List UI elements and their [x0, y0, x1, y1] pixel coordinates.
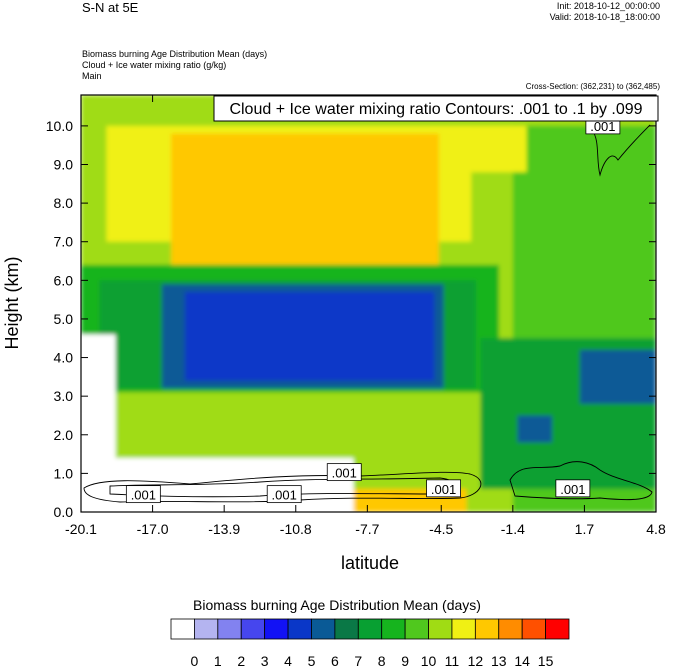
- x-tick-label: -7.7: [355, 521, 379, 537]
- colorbar-swatch: [334, 618, 359, 640]
- contour-label-text: .001: [272, 488, 297, 503]
- colorbar-swatch: [311, 618, 336, 640]
- colorbar-label: 6: [331, 653, 339, 668]
- colorbar-label: 7: [354, 653, 362, 668]
- heatmap-region-10: [579, 349, 656, 404]
- x-tick-label: -20.1: [65, 521, 97, 537]
- colorbar-swatch: [170, 618, 195, 640]
- colorbar-label: 11: [445, 653, 460, 668]
- contour-line-3: [591, 124, 651, 177]
- contour-label-text: .001: [332, 466, 357, 481]
- contour-label: .001: [125, 485, 161, 504]
- y-tick-label: 7.0: [54, 234, 74, 250]
- colorbar: 0 1 2 3 4 5 6 7 8 9 10 11 12 13 14 15: [170, 618, 570, 668]
- colorbar-label: 10: [421, 653, 437, 668]
- heatmap-region-12: [81, 457, 354, 512]
- x-axis-label: latitude: [341, 553, 399, 573]
- y-tick-label: 10.0: [46, 118, 73, 134]
- contour-line-2: [509, 461, 653, 501]
- y-tick-label: 9.0: [54, 157, 74, 173]
- colorbar-label: 0: [191, 653, 199, 668]
- colorbar-swatch: [474, 618, 500, 640]
- colorbar-swatch: [451, 618, 476, 640]
- x-tick-label: 1.7: [575, 521, 595, 537]
- y-tick-label: 0.0: [54, 504, 74, 520]
- contour-label-text: .001: [431, 482, 456, 497]
- heatmap-region-3: [429, 125, 527, 173]
- x-tick-label: 4.8: [646, 521, 666, 537]
- contour-label: .001: [426, 479, 461, 498]
- contour-label-text: .001: [560, 482, 585, 497]
- y-tick-label: 8.0: [54, 195, 74, 211]
- colorbar-label: 13: [491, 653, 507, 668]
- field-description-1: Biomass burning Age Distribution Mean (d…: [82, 49, 268, 59]
- colorbar-swatch: [381, 618, 406, 640]
- contour-label-box: [326, 463, 362, 482]
- colorbar-swatch: [240, 618, 266, 640]
- colorbar-swatch: [357, 618, 383, 640]
- colorbar-label: 5: [308, 653, 316, 668]
- colorbar-swatch: [264, 618, 289, 640]
- y-tick-label: 4.0: [54, 350, 74, 366]
- contour-label-text: .001: [131, 488, 156, 503]
- y-tick-label: 6.0: [54, 272, 74, 288]
- x-tick-label: -13.9: [208, 521, 240, 537]
- colorbar-label: 14: [514, 653, 530, 668]
- heatmap-region-13: [81, 334, 116, 512]
- colorbar-label: 8: [378, 653, 386, 668]
- x-tick-label: -10.8: [280, 521, 312, 537]
- colorbar-swatch: [498, 618, 523, 640]
- heatmap-regions: [81, 95, 656, 512]
- heatmap-field: [81, 95, 656, 512]
- contour-label-box: [555, 479, 591, 498]
- colorbar-swatch: [404, 618, 429, 640]
- colorbar-swatch: [521, 618, 546, 640]
- cross-section-label: Cross-Section: (362,231) to (362,485): [525, 82, 660, 91]
- field-description-2: Cloud + Ice water mixing ratio (g/kg): [82, 60, 227, 70]
- y-tick-label: 1.0: [54, 465, 74, 481]
- contour-label-text: .001: [590, 119, 615, 134]
- contour-lines: [83, 124, 653, 503]
- x-tick-label: -4.5: [429, 521, 453, 537]
- contour-info-box: [213, 95, 659, 122]
- domain-label: Main: [82, 71, 102, 81]
- colorbar-label: 4: [284, 653, 292, 668]
- contour-line-0: [83, 471, 482, 503]
- colorbar-swatch: [194, 618, 219, 640]
- colorbar-label: 12: [468, 653, 484, 668]
- colorbar-swatch: [428, 618, 453, 640]
- x-tick-label: -17.0: [137, 521, 169, 537]
- plot-frame: [80, 94, 657, 513]
- colorbar-label: 2: [237, 653, 245, 668]
- contour-label: .001: [266, 485, 302, 504]
- colorbar-swatch: [217, 618, 242, 640]
- contour-label: .001: [555, 479, 591, 498]
- heatmap-region-11: [517, 415, 553, 443]
- y-tick-label: 3.0: [54, 388, 74, 404]
- colorbar-label: 9: [401, 653, 409, 668]
- x-tick-label: -1.4: [501, 521, 525, 537]
- y-axis-label: Height (km): [2, 256, 22, 349]
- colorbar-label: 3: [261, 653, 269, 668]
- contour-label-box: [426, 479, 461, 498]
- colorbar-title: Biomass burning Age Distribution Mean (d…: [193, 597, 481, 613]
- plot-title: S-N at 5E: [82, 0, 139, 15]
- colorbar-label: 1: [214, 653, 222, 668]
- y-tick-label: 5.0: [54, 311, 74, 327]
- heatmap-region-9: [184, 291, 435, 381]
- colorbar-swatch: [545, 618, 570, 640]
- heatmap-region-4: [171, 133, 439, 269]
- colorbar-label: 15: [538, 653, 554, 668]
- init-time: Init: 2018-10-12_00:00:00: [556, 1, 660, 11]
- axes: -20.1 -17.0 -13.9 -10.8 -7.7 -4.5 -1.4 1.7 4.8 0.…: [46, 95, 666, 537]
- contour-label: .001: [326, 463, 362, 482]
- contour-label-box: [266, 485, 302, 504]
- colorbar-swatch: [287, 618, 312, 640]
- valid-time: Valid: 2018-10-18_18:00:00: [549, 12, 660, 22]
- contour-label-box: [125, 485, 161, 504]
- y-tick-label: 2.0: [54, 427, 74, 443]
- contour-info-text: Cloud + Ice water mixing ratio Contours:…: [229, 101, 642, 118]
